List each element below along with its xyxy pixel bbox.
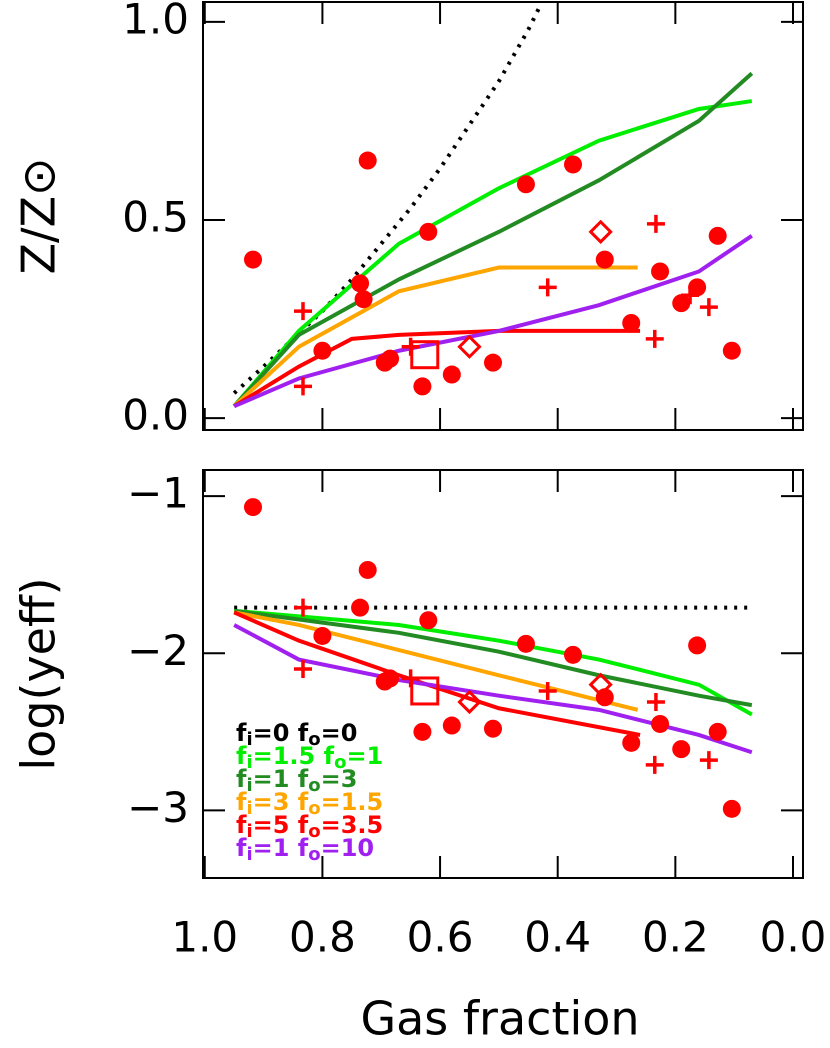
data-point bbox=[457, 334, 482, 359]
data-point bbox=[564, 155, 582, 174]
data-point bbox=[688, 278, 707, 297]
data-point bbox=[351, 598, 370, 617]
x-tick-label: 0.2 bbox=[642, 913, 709, 962]
data-point bbox=[413, 722, 432, 741]
data-point bbox=[722, 341, 741, 360]
data-point bbox=[672, 294, 691, 313]
data-point bbox=[708, 226, 727, 245]
data-point bbox=[358, 560, 377, 579]
data-point bbox=[313, 341, 332, 360]
data-point bbox=[722, 799, 741, 818]
data-point bbox=[457, 689, 482, 715]
y-tick-label: 0.0 bbox=[122, 391, 189, 440]
legend-entry: fi=0 fo=0 bbox=[236, 719, 357, 750]
data-point bbox=[419, 222, 438, 241]
data-point bbox=[419, 611, 438, 630]
x-tick-label: 0.8 bbox=[289, 913, 356, 962]
legend-entry: fi=5 fo=3.5 bbox=[236, 811, 383, 842]
data-point bbox=[538, 681, 557, 700]
data-point bbox=[442, 365, 461, 384]
data-point bbox=[595, 250, 614, 269]
series-line bbox=[233, 328, 641, 408]
data-point bbox=[484, 353, 502, 372]
data-point bbox=[622, 314, 641, 332]
x-tick-label: 0.4 bbox=[524, 913, 591, 962]
data-point bbox=[672, 740, 691, 759]
series-line bbox=[232, 5, 542, 395]
data-point bbox=[244, 498, 262, 517]
data-point bbox=[294, 302, 312, 321]
data-point bbox=[413, 377, 432, 396]
data-point bbox=[645, 755, 664, 774]
data-point bbox=[294, 659, 312, 678]
y-tick-label: 0.5 bbox=[122, 192, 189, 241]
data-point bbox=[538, 278, 557, 297]
x-tick-label: 0.0 bbox=[760, 913, 827, 962]
legend-entry: fi=1.5 fo=1 bbox=[236, 742, 383, 773]
series-line bbox=[232, 99, 753, 408]
data-point bbox=[699, 751, 718, 770]
legend-entry: fi=1 fo=10 bbox=[236, 834, 374, 865]
series-line bbox=[233, 610, 641, 737]
plot-frame bbox=[202, 469, 804, 879]
data-point bbox=[708, 722, 727, 741]
data-point bbox=[588, 219, 613, 244]
data-point bbox=[410, 340, 440, 370]
data-point bbox=[645, 329, 664, 348]
x-tick-label: 1.0 bbox=[171, 913, 238, 962]
y-tick-label: −2 bbox=[127, 626, 189, 675]
series-line bbox=[233, 608, 753, 708]
data-point bbox=[622, 733, 641, 752]
data-point bbox=[588, 672, 613, 697]
legend-entry: fi=1 fo=3 bbox=[236, 765, 357, 796]
series-line bbox=[232, 71, 754, 408]
data-point bbox=[381, 669, 400, 688]
data-point bbox=[688, 636, 707, 655]
x-tick-label: 0.6 bbox=[407, 913, 474, 962]
data-point bbox=[358, 151, 377, 170]
data-point bbox=[646, 214, 665, 233]
series-line bbox=[233, 623, 753, 755]
data-point bbox=[681, 286, 700, 305]
series-line bbox=[234, 608, 753, 717]
data-point bbox=[294, 377, 312, 396]
data-point bbox=[646, 692, 665, 711]
data-point bbox=[651, 262, 670, 281]
data-point bbox=[516, 634, 535, 653]
data-point bbox=[484, 719, 502, 738]
data-point bbox=[410, 676, 440, 706]
plot-frame bbox=[202, 1, 804, 431]
x-axis-title: Gas fraction bbox=[360, 992, 639, 1046]
legend-entry: fi=3 fo=1.5 bbox=[236, 788, 383, 819]
data-point bbox=[351, 274, 370, 293]
y-axis-title: log(yeff) bbox=[12, 577, 66, 770]
series-line bbox=[232, 265, 638, 408]
y-tick-label: 1.0 bbox=[122, 0, 189, 43]
y-tick-label: −1 bbox=[127, 469, 189, 518]
data-point bbox=[354, 290, 373, 309]
data-point bbox=[313, 626, 332, 645]
data-point bbox=[516, 175, 535, 194]
series-line bbox=[233, 234, 753, 409]
y-axis-title: Z/Z⊙ bbox=[12, 157, 66, 274]
data-point bbox=[564, 645, 582, 664]
data-point bbox=[244, 250, 262, 269]
data-point bbox=[699, 298, 718, 317]
data-point bbox=[442, 716, 461, 735]
data-point bbox=[651, 714, 670, 733]
data-point bbox=[294, 598, 312, 617]
y-tick-label: −3 bbox=[127, 783, 189, 832]
series-line bbox=[233, 610, 639, 712]
data-point bbox=[381, 349, 400, 368]
